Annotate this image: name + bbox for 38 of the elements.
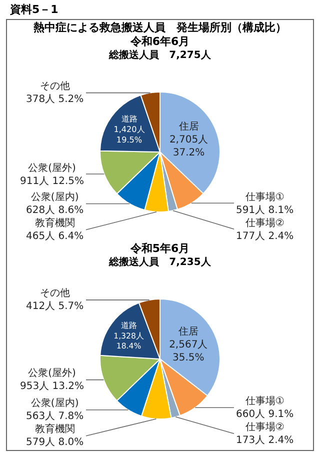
text: 資料5－1 — [10, 3, 60, 17]
slice-label: 公衆(屋内) — [30, 191, 79, 203]
data-label: 591人 8.1% — [236, 205, 294, 216]
text: 総搬送人員 7,235人 — [108, 256, 212, 269]
data-label: 953人 13.2% — [20, 381, 84, 392]
slice-label: 公衆(屋外) — [28, 162, 76, 174]
data-label: 628人 8.6% — [26, 205, 84, 216]
data-label: 579人 8.0% — [26, 437, 84, 448]
slice-label: 仕事場① — [245, 395, 284, 407]
data-label: 2,705人 37.2% — [169, 134, 208, 158]
data-label: 660人 9.1% — [236, 409, 294, 420]
chart-subtitle: 令和5年6月 — [129, 242, 191, 256]
slice-label: 教育機関 — [34, 423, 75, 435]
slice-label: 教育機関 — [34, 217, 75, 229]
slice-label: その他 — [40, 287, 70, 299]
slice-label: 仕事場② — [245, 217, 284, 229]
chart-subtitle: 令和6年6月 — [129, 35, 191, 49]
slice-label: 公衆(屋外) — [28, 367, 76, 379]
data-label: 2,567人 35.5% — [169, 340, 208, 364]
data-label: 378人 5.2% — [26, 94, 84, 105]
slice-label: 仕事場② — [245, 421, 284, 433]
slice-label: その他 — [40, 80, 70, 92]
data-label: 1,328人 18.4% — [114, 331, 144, 350]
data-label: 173人 2.4% — [236, 435, 294, 446]
data-label: 911人 12.5% — [20, 176, 84, 187]
text: 総搬送人員 7,275人 — [108, 49, 212, 62]
slice-label: 公衆(屋内) — [30, 397, 79, 409]
slice-label: 道路 — [120, 321, 137, 330]
slice-label: 住居 — [178, 326, 198, 338]
chart-title: 熱中症による救急搬送人員 発生場所別（構成比） — [32, 21, 288, 35]
slice-label: 道路 — [121, 113, 138, 124]
data-label: 177人 2.4% — [236, 231, 294, 242]
data-label: 465人 6.4% — [26, 231, 84, 242]
data-label: 1,420人 19.5% — [114, 124, 145, 144]
data-label: 412人 5.7% — [26, 301, 84, 312]
data-label: 563人 7.8% — [26, 411, 84, 422]
slice-label: 仕事場① — [245, 191, 284, 203]
slice-label: 住居 — [178, 121, 199, 132]
